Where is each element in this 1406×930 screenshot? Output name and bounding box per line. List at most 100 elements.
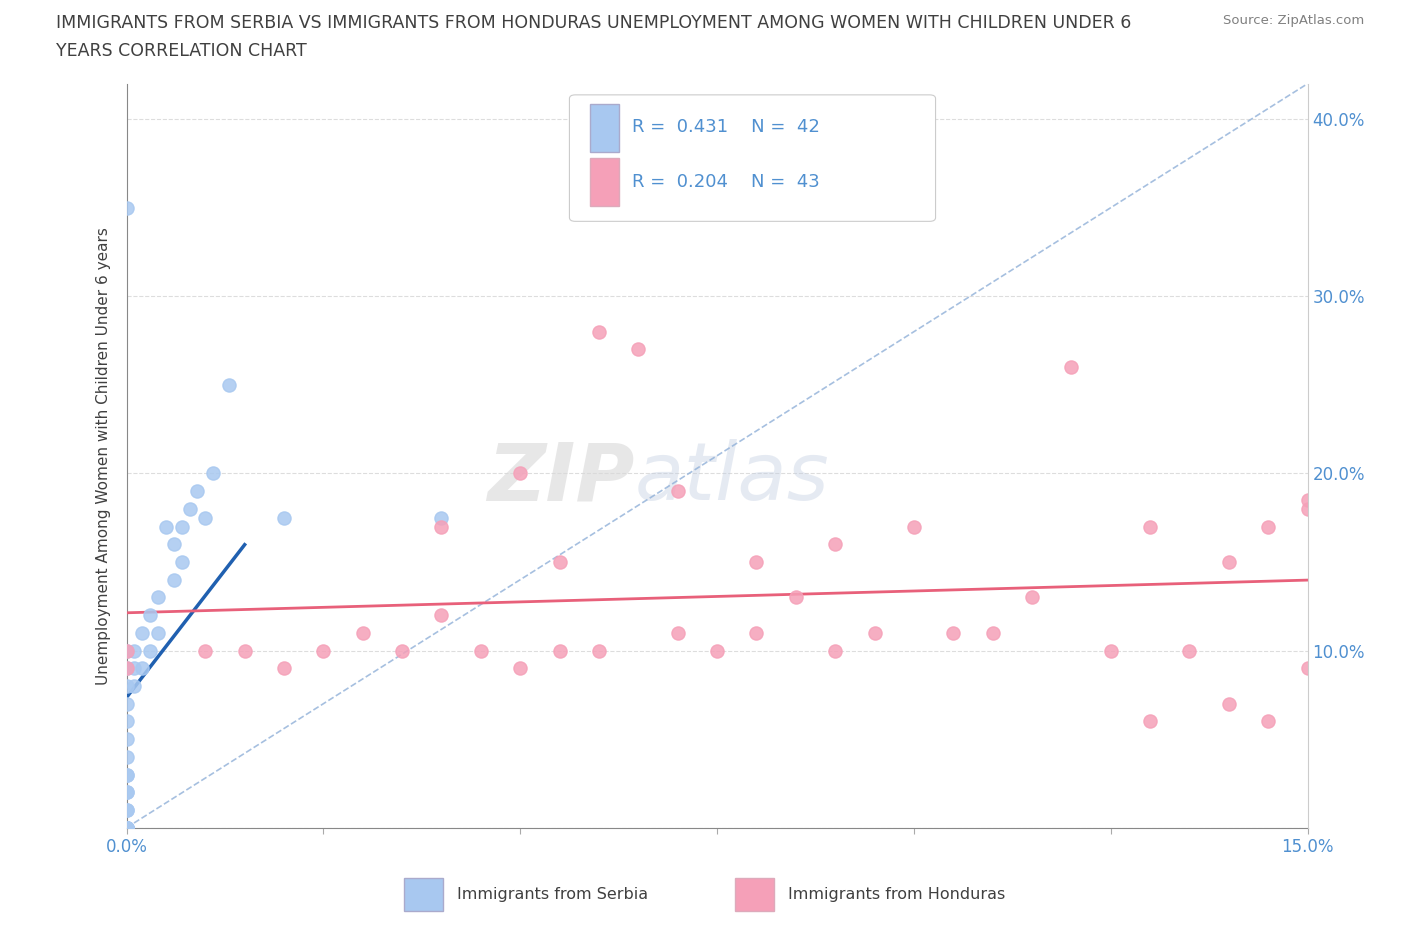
Point — [115, 785, 138, 800]
Point — [1296, 501, 1319, 516]
Point — [115, 820, 138, 835]
Point — [115, 803, 138, 817]
Point — [824, 644, 846, 658]
Point — [115, 785, 138, 800]
Point — [186, 484, 208, 498]
Text: Source: ZipAtlas.com: Source: ZipAtlas.com — [1223, 14, 1364, 27]
Point — [115, 820, 138, 835]
Point — [139, 607, 162, 622]
Point — [1218, 554, 1240, 569]
Point — [509, 466, 531, 481]
Point — [194, 644, 217, 658]
Point — [194, 511, 217, 525]
Point — [1139, 714, 1161, 729]
Point — [1021, 590, 1043, 604]
Point — [824, 537, 846, 551]
Point — [1218, 697, 1240, 711]
Point — [745, 554, 768, 569]
Point — [115, 820, 138, 835]
Point — [863, 625, 886, 640]
Text: ZIP: ZIP — [486, 439, 634, 517]
Point — [218, 378, 240, 392]
Point — [1257, 714, 1279, 729]
Text: atlas: atlas — [634, 439, 830, 517]
Point — [179, 501, 201, 516]
Text: YEARS CORRELATION CHART: YEARS CORRELATION CHART — [56, 42, 307, 60]
Point — [312, 644, 335, 658]
Point — [155, 519, 177, 534]
Point — [115, 714, 138, 729]
Point — [170, 519, 193, 534]
Point — [1178, 644, 1201, 658]
Point — [115, 644, 138, 658]
Point — [666, 484, 689, 498]
Point — [139, 644, 162, 658]
Text: R =  0.204    N =  43: R = 0.204 N = 43 — [633, 173, 820, 191]
Point — [470, 644, 492, 658]
Point — [124, 644, 146, 658]
Point — [981, 625, 1004, 640]
Point — [588, 325, 610, 339]
Point — [942, 625, 965, 640]
Point — [115, 820, 138, 835]
Point — [1060, 360, 1083, 375]
Point — [1296, 661, 1319, 676]
Point — [131, 625, 153, 640]
Text: R =  0.431    N =  42: R = 0.431 N = 42 — [633, 118, 820, 136]
Point — [352, 625, 374, 640]
Point — [430, 607, 453, 622]
Y-axis label: Unemployment Among Women with Children Under 6 years: Unemployment Among Women with Children U… — [96, 227, 111, 684]
Point — [115, 661, 138, 676]
Point — [548, 644, 571, 658]
Point — [666, 625, 689, 640]
Point — [509, 661, 531, 676]
Point — [115, 661, 138, 676]
Point — [115, 803, 138, 817]
Bar — [735, 878, 773, 911]
Point — [1296, 493, 1319, 508]
Point — [903, 519, 925, 534]
Point — [115, 820, 138, 835]
Text: Immigrants from Serbia: Immigrants from Serbia — [457, 887, 648, 902]
Point — [115, 697, 138, 711]
Point — [163, 572, 186, 587]
Point — [146, 590, 169, 604]
Point — [115, 820, 138, 835]
Point — [588, 644, 610, 658]
Text: Immigrants from Honduras: Immigrants from Honduras — [787, 887, 1005, 902]
Point — [785, 590, 807, 604]
Point — [115, 750, 138, 764]
Bar — [589, 104, 619, 153]
Point — [1099, 644, 1122, 658]
Point — [163, 537, 186, 551]
Point — [233, 644, 256, 658]
FancyBboxPatch shape — [569, 95, 935, 221]
Point — [115, 767, 138, 782]
Point — [170, 554, 193, 569]
Point — [115, 820, 138, 835]
Point — [115, 767, 138, 782]
Point — [273, 661, 295, 676]
Text: IMMIGRANTS FROM SERBIA VS IMMIGRANTS FROM HONDURAS UNEMPLOYMENT AMONG WOMEN WITH: IMMIGRANTS FROM SERBIA VS IMMIGRANTS FRO… — [56, 14, 1132, 32]
Point — [1139, 519, 1161, 534]
Point — [430, 511, 453, 525]
Point — [430, 519, 453, 534]
Point — [124, 679, 146, 694]
Point — [124, 661, 146, 676]
Point — [131, 661, 153, 676]
Bar — [589, 158, 619, 206]
Point — [115, 732, 138, 747]
Point — [115, 200, 138, 215]
Point — [273, 511, 295, 525]
Point — [706, 644, 728, 658]
Point — [1257, 519, 1279, 534]
Point — [115, 679, 138, 694]
Point — [548, 554, 571, 569]
Point — [391, 644, 413, 658]
Point — [146, 625, 169, 640]
Point — [202, 466, 225, 481]
Point — [745, 625, 768, 640]
Bar — [404, 878, 443, 911]
Point — [627, 342, 650, 357]
Point — [115, 644, 138, 658]
